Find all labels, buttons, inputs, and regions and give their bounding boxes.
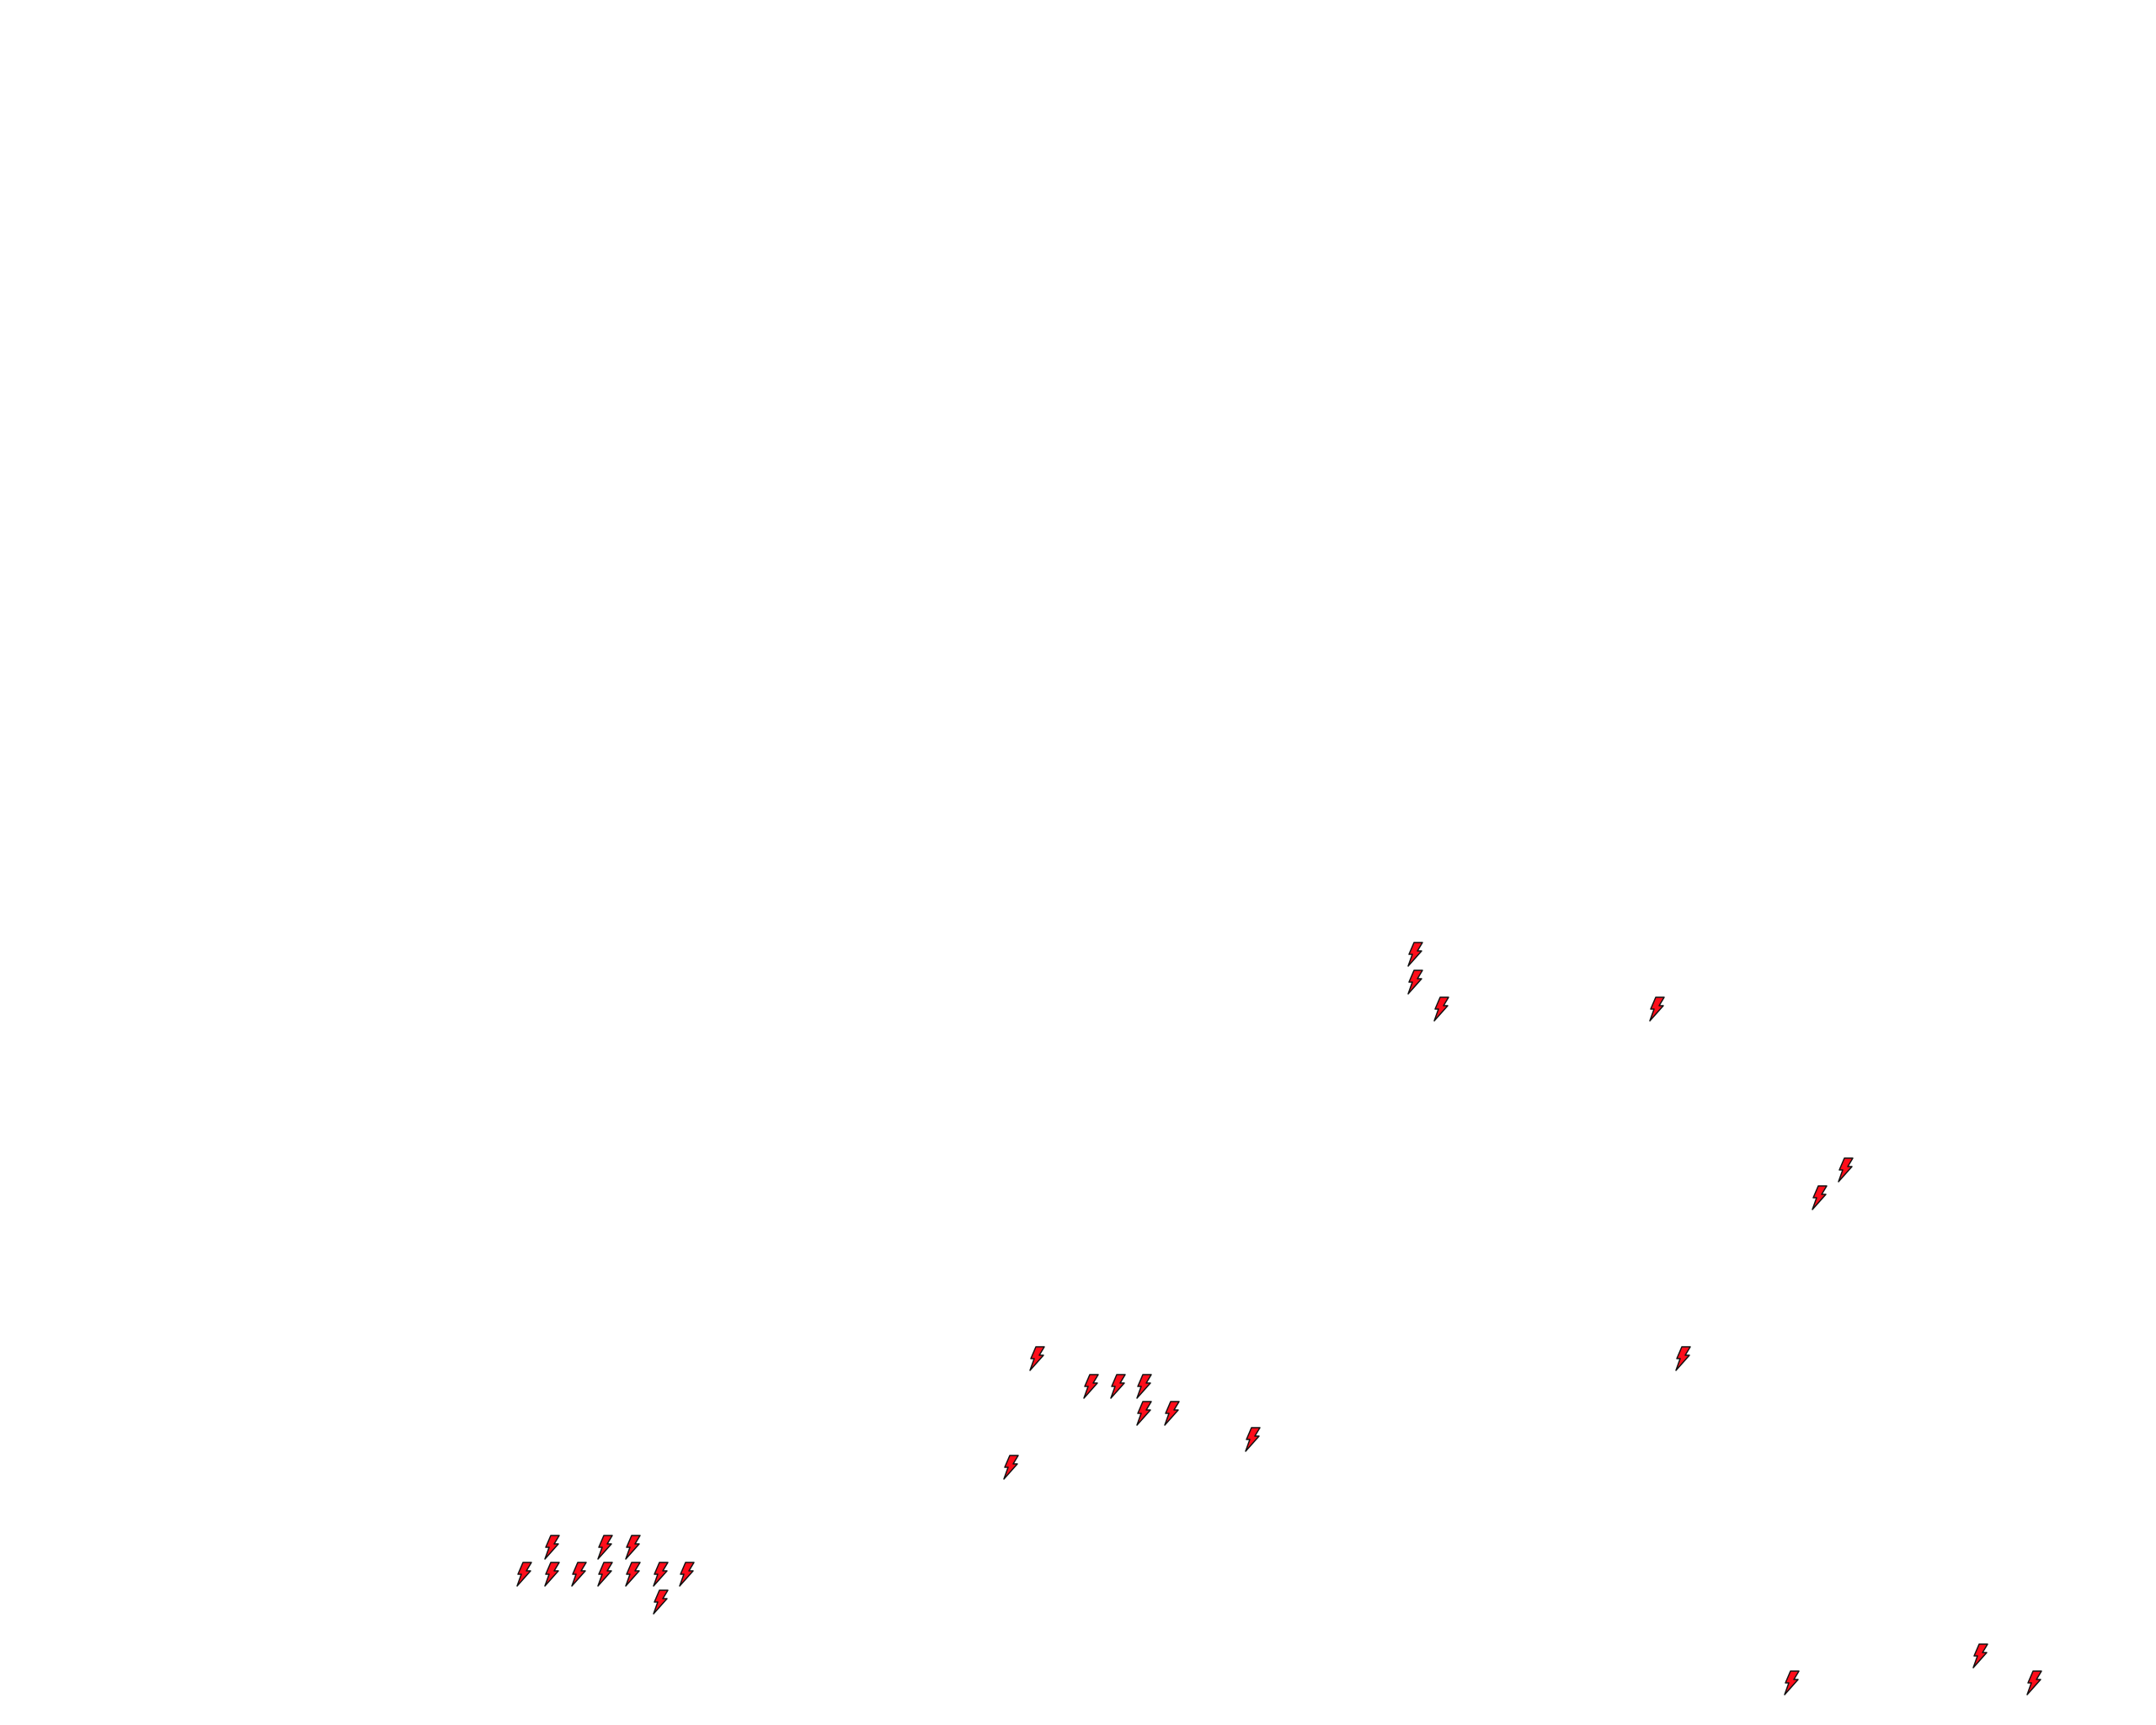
lightning-bolt-icon — [1136, 1401, 1152, 1426]
lightning-marker[interactable] — [596, 1562, 613, 1587]
lightning-bolt-icon — [1164, 1401, 1180, 1426]
lightning-bolt-icon — [544, 1562, 560, 1587]
lightning-marker[interactable] — [678, 1562, 695, 1587]
lightning-marker[interactable] — [1135, 1401, 1152, 1426]
lightning-bolt-icon — [1433, 996, 1449, 1022]
lightning-bolt-icon — [625, 1535, 641, 1560]
lightning-marker[interactable] — [624, 1535, 641, 1560]
lightning-marker[interactable] — [652, 1589, 669, 1615]
lightning-marker[interactable] — [1082, 1374, 1099, 1399]
lightning-bolt-icon — [1649, 996, 1665, 1022]
lightning-bolt-icon — [571, 1562, 587, 1587]
lightning-bolt-icon — [1083, 1374, 1099, 1399]
lightning-marker[interactable] — [1135, 1374, 1152, 1399]
lightning-marker[interactable] — [515, 1562, 532, 1587]
lightning-bolt-icon — [2026, 1670, 2042, 1696]
lightning-marker[interactable] — [1163, 1401, 1180, 1426]
lightning-bolt-icon — [1784, 1670, 1800, 1696]
lightning-marker[interactable] — [1783, 1670, 1800, 1696]
lightning-marker[interactable] — [2025, 1670, 2042, 1696]
lightning-bolt-icon — [1812, 1185, 1828, 1210]
lightning-bolt-icon — [1972, 1643, 1988, 1669]
lightning-marker[interactable] — [543, 1562, 560, 1587]
lightning-marker[interactable] — [1002, 1455, 1019, 1480]
lightning-marker[interactable] — [1028, 1346, 1045, 1371]
lightning-bolt-icon — [544, 1535, 560, 1560]
lightning-marker[interactable] — [1972, 1643, 1988, 1669]
lightning-bolt-icon — [1838, 1157, 1854, 1183]
lightning-bolt-icon — [1136, 1374, 1152, 1399]
lightning-marker[interactable] — [1244, 1427, 1261, 1452]
lightning-marker[interactable] — [1648, 996, 1665, 1022]
lightning-marker[interactable] — [1433, 996, 1449, 1022]
lightning-bolt-icon — [516, 1562, 532, 1587]
lightning-bolt-icon — [1407, 942, 1423, 967]
lightning-bolt-icon — [1029, 1346, 1045, 1371]
lightning-marker[interactable] — [1811, 1185, 1828, 1210]
lightning-bolt-icon — [1110, 1374, 1126, 1399]
lightning-bolt-icon — [597, 1535, 613, 1560]
lightning-bolt-icon — [1407, 969, 1423, 995]
lightning-bolt-icon — [679, 1562, 695, 1587]
lightning-marker[interactable] — [1837, 1157, 1854, 1183]
lightning-marker[interactable] — [596, 1535, 613, 1560]
lightning-marker[interactable] — [652, 1562, 669, 1587]
lightning-bolt-icon — [653, 1589, 669, 1615]
lightning-marker[interactable] — [624, 1562, 641, 1587]
lightning-bolt-icon — [625, 1562, 641, 1587]
lightning-marker[interactable] — [1406, 942, 1423, 967]
lightning-marker[interactable] — [543, 1535, 560, 1560]
lightning-bolt-icon — [1245, 1427, 1261, 1452]
lightning-bolt-icon — [597, 1562, 613, 1587]
lightning-bolt-icon — [1003, 1455, 1019, 1480]
lightning-marker[interactable] — [1109, 1374, 1126, 1399]
lightning-bolt-icon — [1675, 1346, 1691, 1371]
lightning-marker[interactable] — [1674, 1346, 1691, 1371]
lightning-marker[interactable] — [570, 1562, 587, 1587]
lightning-marker[interactable] — [1406, 969, 1423, 995]
lightning-bolt-icon — [653, 1562, 669, 1587]
